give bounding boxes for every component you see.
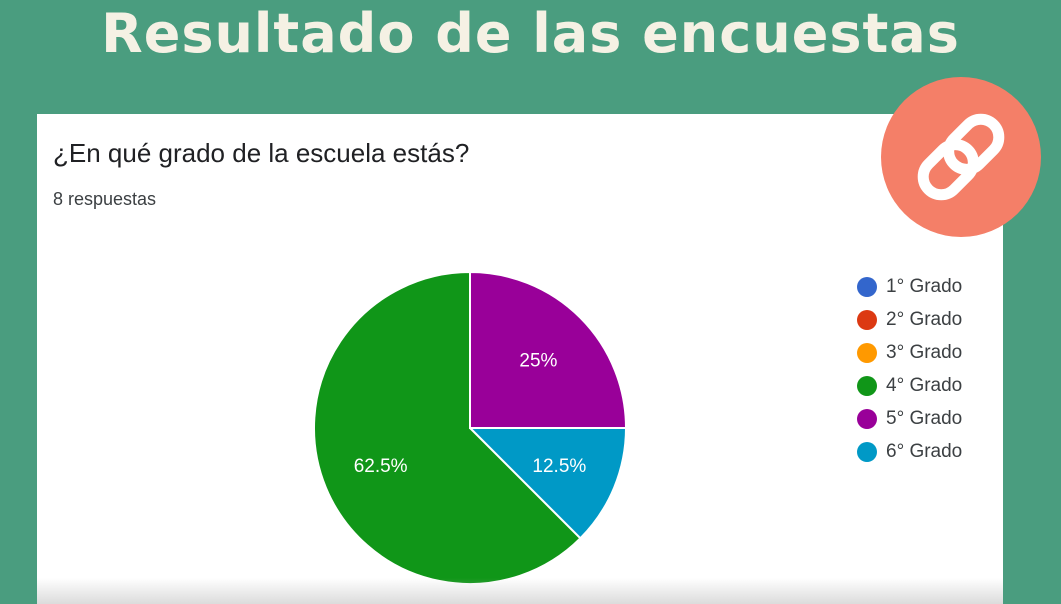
legend-swatch-1 <box>857 276 877 297</box>
legend-item-3: 3° Grado <box>857 336 962 369</box>
legend-label-4: 4° Grado <box>886 374 963 396</box>
legend-swatch-6 <box>857 441 877 462</box>
pie-slice-5 <box>469 270 628 429</box>
legend-label-5: 5° Grado <box>886 407 963 429</box>
legend-swatch-4 <box>857 375 877 396</box>
legend-item-1: 1° Grado <box>857 270 962 303</box>
legend-item-5: 5° Grado <box>857 402 962 435</box>
card-bottom-shadow <box>37 578 1003 604</box>
legend-item-4: 4° Grado <box>857 369 962 402</box>
pie-slice-label-5: 25% <box>519 351 557 372</box>
legend-label-2: 2° Grado <box>886 308 963 330</box>
legend-swatch-5 <box>857 408 877 429</box>
legend-swatch-2 <box>857 309 877 330</box>
page-title: Resultado de las encuestas <box>101 2 960 65</box>
legend-label-3: 3° Grado <box>886 341 963 363</box>
link-button[interactable] <box>881 77 1041 237</box>
survey-result-card: ¿En qué grado de la escuela estás? 8 res… <box>37 114 1003 604</box>
pie-slice-label-6: 12.5% <box>532 456 586 477</box>
response-count: 8 respuestas <box>53 189 157 209</box>
chart-legend: 1° Grado 2° Grado 3° Grado 4° Grado 5° Grado… <box>857 270 962 468</box>
legend-label-1: 1° Grado <box>886 275 963 297</box>
pie-chart: 12.5% 62.5% 25% <box>313 270 628 585</box>
question-title: ¿En qué grado de la escuela estás? <box>53 138 470 168</box>
link-icon <box>917 113 1005 201</box>
pie-slice-label-4: 62.5% <box>354 456 408 477</box>
legend-item-6: 6° Grado <box>857 435 962 468</box>
pie-slice-6 <box>467 427 628 540</box>
legend-swatch-3 <box>857 342 877 363</box>
legend-label-6: 6° Grado <box>886 440 963 462</box>
legend-item-2: 2° Grado <box>857 303 962 336</box>
